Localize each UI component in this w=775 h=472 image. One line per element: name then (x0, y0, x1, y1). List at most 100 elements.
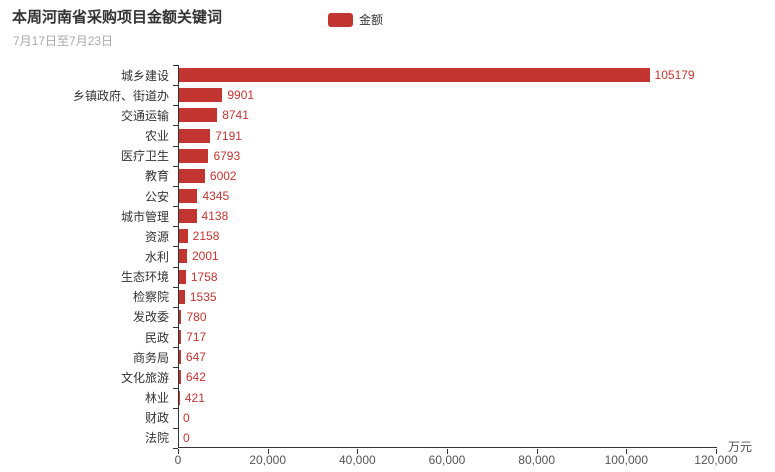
x-tick (536, 449, 538, 454)
bar[interactable] (178, 209, 197, 224)
x-tick-label: 120,000 (694, 453, 738, 467)
bar[interactable] (178, 289, 185, 304)
y-tick (173, 166, 178, 167)
bar[interactable] (178, 269, 186, 284)
category-label: 医疗卫生 (120, 149, 169, 164)
bar-track: 105179 (178, 68, 775, 83)
category-label: 乡镇政府、街道办 (72, 88, 169, 103)
bar[interactable] (178, 249, 187, 264)
value-label: 780 (186, 309, 207, 324)
y-tick (173, 307, 178, 308)
bar-track: 4345 (178, 189, 775, 204)
category-label: 城市管理 (120, 209, 169, 224)
bar[interactable] (178, 189, 198, 204)
bar-row: 法院 0 (0, 428, 775, 448)
bar-row: 农业 7191 (0, 125, 775, 145)
bar-track: 9901 (178, 88, 775, 103)
category-label: 公安 (144, 189, 169, 204)
y-tick (173, 186, 178, 187)
bar-track: 647 (178, 350, 775, 365)
value-label: 647 (185, 350, 206, 365)
y-tick (173, 448, 178, 449)
bar[interactable] (178, 350, 181, 365)
legend-item-amount[interactable]: 金额 (328, 11, 383, 28)
bar[interactable] (178, 68, 650, 83)
x-tick (716, 449, 717, 454)
axis-unit-label: 万元 (728, 440, 753, 454)
category-label: 民政 (144, 330, 169, 345)
category-label: 商务局 (132, 350, 169, 365)
y-tick (173, 267, 178, 268)
bar-row: 发改委 780 (0, 307, 775, 327)
category-label: 水利 (144, 249, 169, 264)
bar[interactable] (178, 88, 223, 103)
bar-track: 642 (178, 370, 775, 385)
value-label: 2001 (191, 249, 219, 264)
bar-row: 检察院 1535 (0, 287, 775, 307)
bar[interactable] (178, 309, 182, 324)
value-label: 1535 (189, 289, 217, 304)
y-tick (173, 428, 178, 429)
bar-track: 6793 (178, 148, 775, 163)
value-label: 2158 (192, 229, 220, 244)
category-label: 检察院 (132, 290, 169, 305)
bar-row: 公安 4345 (0, 186, 775, 206)
x-tick-label: 40,000 (338, 453, 376, 467)
bar-row: 交通运输 8741 (0, 105, 775, 125)
y-tick (173, 85, 178, 86)
value-label: 6793 (213, 148, 241, 163)
bar[interactable] (178, 108, 218, 123)
value-label: 0 (183, 410, 190, 425)
bar-track: 0 (178, 431, 775, 445)
bar-row: 城市管理 4138 (0, 206, 775, 226)
bar[interactable] (178, 148, 209, 163)
y-tick (173, 146, 178, 147)
y-tick (173, 287, 178, 288)
category-label: 发改委 (132, 310, 169, 325)
chart-subtitle: 7月17日至7月23日 (13, 34, 114, 48)
value-label: 8741 (222, 108, 249, 123)
y-tick (173, 367, 178, 368)
bar-track: 1535 (178, 289, 775, 304)
y-tick (173, 347, 178, 348)
x-axis-line (178, 447, 717, 448)
legend-label: 金额 (359, 13, 384, 27)
bar-row: 城乡建设 105179 (0, 65, 775, 85)
category-label: 财政 (144, 411, 169, 426)
bar-row: 民政 717 (0, 327, 775, 347)
category-label: 教育 (144, 169, 169, 184)
y-tick (173, 125, 178, 126)
y-tick (173, 388, 178, 389)
bar-track: 2158 (178, 229, 775, 244)
category-label: 文化旅游 (120, 370, 169, 385)
bar-track: 1758 (178, 269, 775, 284)
bar-track: 2001 (178, 249, 775, 264)
bar[interactable] (178, 370, 181, 385)
bar[interactable] (178, 330, 182, 345)
bar-track: 8741 (178, 108, 775, 123)
value-label: 0 (183, 430, 190, 445)
bar[interactable] (178, 168, 205, 183)
bar-row: 教育 6002 (0, 166, 775, 186)
category-label: 生态环境 (120, 270, 169, 285)
y-tick (173, 65, 178, 66)
value-label: 7191 (215, 128, 242, 143)
bar[interactable] (178, 229, 188, 244)
value-label: 642 (185, 370, 206, 385)
plot-area: 城乡建设 105179 乡镇政府、街道办 9901 交通运输 8741 农业 7191 医疗卫生… (0, 65, 775, 448)
y-tick (173, 105, 178, 106)
bar-row: 财政 0 (0, 408, 775, 428)
value-label: 9901 (227, 88, 255, 103)
category-label: 资源 (144, 229, 169, 244)
category-label: 农业 (144, 129, 169, 144)
bar-row: 乡镇政府、街道办 9901 (0, 85, 775, 105)
bar-row: 文化旅游 642 (0, 367, 775, 387)
value-label: 4138 (201, 209, 229, 224)
bar-track: 6002 (178, 168, 775, 183)
category-label: 城乡建设 (120, 68, 169, 83)
value-label: 4345 (202, 189, 230, 204)
y-tick (173, 246, 178, 247)
bar[interactable] (178, 128, 211, 143)
y-tick (173, 206, 178, 207)
